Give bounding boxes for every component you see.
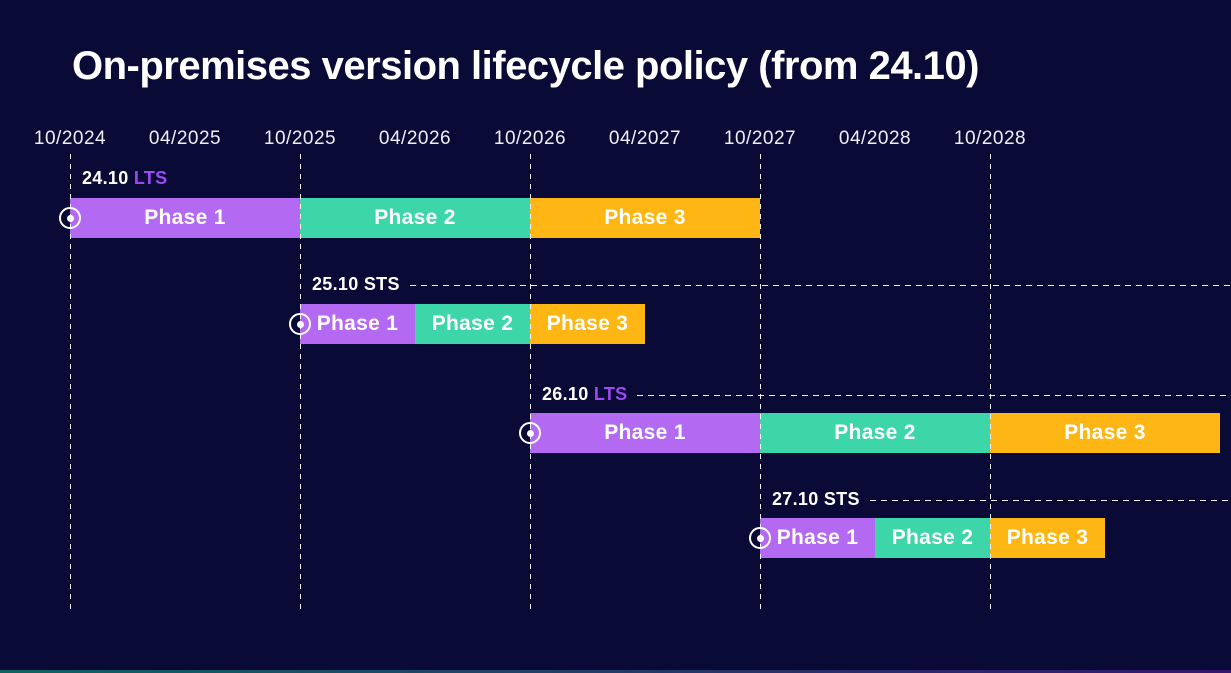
phase-bar-label: Phase 2 <box>834 421 916 444</box>
axis-tick-label: 04/2025 <box>148 128 222 149</box>
axis-tick-label: 10/2026 <box>493 128 567 149</box>
release-row-label: 25.10 STS <box>312 274 400 295</box>
phase-bar-label: Phase 1 <box>776 526 859 549</box>
gridline-dashed-vertical <box>760 154 761 613</box>
phase-bar: Phase 2 <box>875 518 990 558</box>
release-version-label: 27.10 <box>772 489 824 509</box>
chart-title: On-premises version lifecycle policy (fr… <box>72 44 979 88</box>
release-start-marker-icon <box>749 527 771 549</box>
phase-bar: Phase 1 <box>530 413 760 453</box>
phase-bar-label: Phase 3 <box>1006 526 1089 549</box>
phase-bar: Phase 2 <box>300 198 530 238</box>
release-channel-label: LTS <box>133 168 168 188</box>
release-row-label: 26.10 LTS <box>542 384 627 405</box>
phase-bar: Phase 3 <box>530 198 760 238</box>
release-start-marker-icon <box>289 313 311 335</box>
release-version-label: 24.10 <box>82 168 134 188</box>
phase-bar: Phase 2 <box>760 413 990 453</box>
phase-bar-label: Phase 2 <box>891 526 974 549</box>
axis-tick-label: 10/2027 <box>723 128 797 149</box>
release-row-label: 27.10 STS <box>772 489 860 510</box>
axis-tick-label: 04/2026 <box>378 128 452 149</box>
gridline-dashed-vertical <box>990 154 991 613</box>
release-channel-label: LTS <box>593 384 628 404</box>
phase-bar-label: Phase 1 <box>604 421 686 444</box>
phase-bar-label: Phase 3 <box>1064 421 1146 444</box>
phase-bar-label: Phase 3 <box>604 206 686 229</box>
axis-tick-label: 10/2024 <box>33 128 107 149</box>
phase-bar-label: Phase 1 <box>144 206 226 229</box>
phase-bar: Phase 1 <box>760 518 875 558</box>
phase-bar-label: Phase 2 <box>374 206 456 229</box>
gridline-dashed-vertical <box>70 154 71 613</box>
axis-tick-label: 10/2028 <box>953 128 1027 149</box>
axis-tick-label: 10/2025 <box>263 128 337 149</box>
axis-tick-label: 04/2028 <box>838 128 912 149</box>
phase-bar-label: Phase 2 <box>431 312 514 335</box>
label-leader-dashed-line <box>637 395 1231 396</box>
gridline-dashed-vertical <box>300 154 301 613</box>
footer-gradient-line <box>0 670 1231 673</box>
phase-bar-label: Phase 1 <box>316 312 399 335</box>
phase-bar: Phase 3 <box>990 518 1105 558</box>
phase-bar-label: Phase 3 <box>546 312 629 335</box>
label-leader-dashed-line <box>410 285 1231 286</box>
release-row-label: 24.10 LTS <box>82 168 167 189</box>
release-channel-label: STS <box>823 489 860 509</box>
phase-bar: Phase 3 <box>530 304 645 344</box>
axis-tick-label: 04/2027 <box>608 128 682 149</box>
release-start-marker-icon <box>59 207 81 229</box>
phase-bar: Phase 3 <box>990 413 1220 453</box>
release-version-label: 26.10 <box>542 384 594 404</box>
gridline-dashed-vertical <box>530 154 531 613</box>
phase-bar: Phase 1 <box>300 304 415 344</box>
label-leader-dashed-line <box>870 500 1231 501</box>
release-start-marker-icon <box>519 422 541 444</box>
release-version-label: 25.10 <box>312 274 364 294</box>
release-channel-label: STS <box>363 274 400 294</box>
phase-bar: Phase 1 <box>70 198 300 238</box>
phase-bar: Phase 2 <box>415 304 530 344</box>
